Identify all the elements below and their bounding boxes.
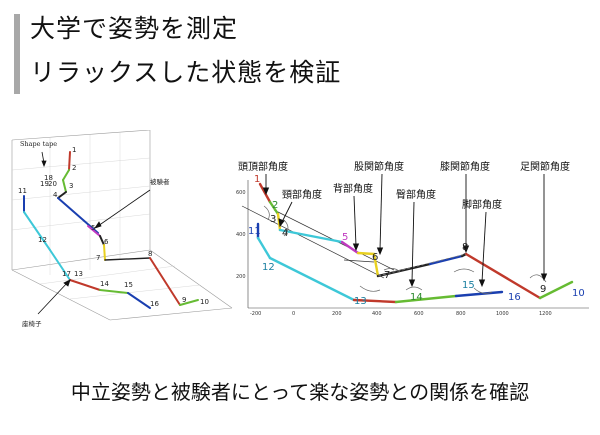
point-13: 13: [354, 296, 367, 307]
point-17: 17: [62, 270, 71, 278]
point-6: 6: [372, 252, 378, 263]
x-tick-200: 200: [332, 311, 342, 317]
label-leg-angle: 脚部角度: [462, 198, 502, 211]
point-19: 19: [40, 180, 49, 188]
point-8: 8: [462, 242, 468, 253]
point-3: 3: [69, 182, 73, 190]
label-head-top-angle: 頭頂部角度: [238, 160, 288, 173]
point-6: 6: [104, 238, 109, 246]
x-tick-0: 0: [292, 311, 295, 317]
point-8: 8: [148, 250, 152, 258]
plot-frame: [11, 130, 233, 321]
point-4: 4: [53, 191, 58, 199]
x-tick--200: -200: [250, 311, 261, 317]
point-12: 12: [262, 262, 275, 273]
slide-caption: 中立姿勢と被験者にとって楽な姿勢との関係を確認: [70, 380, 530, 404]
x-tick-800: 800: [456, 311, 466, 317]
point-20: 20: [48, 180, 57, 188]
x-tick-1000: 1000: [496, 311, 509, 317]
point-1: 1: [72, 146, 76, 154]
x-tick-1200: 1200: [539, 311, 552, 317]
point-7: 7: [96, 254, 100, 262]
point-15: 15: [462, 280, 475, 291]
label-subject: 被験者: [150, 177, 170, 186]
point-5: 5: [91, 224, 95, 232]
label-knee-joint-angle: 膝関節角度: [440, 160, 490, 173]
x-tick-600: 600: [414, 311, 424, 317]
page-title-line-1: 大学で姿勢を測定: [30, 14, 239, 43]
y-tick-600: 600: [236, 190, 246, 196]
label-buttock-angle: 臀部角度: [396, 188, 436, 201]
point-4: 4: [282, 228, 288, 239]
y-tick-400: 400: [236, 232, 246, 238]
point-18: 18: [44, 174, 53, 182]
point-16: 16: [508, 292, 521, 303]
point-9: 9: [540, 284, 546, 295]
point-13: 13: [74, 270, 83, 278]
left-3d-posture-plot: Shape tape 被験者 座椅子 1 2 3 4 5 6 7 8 9 10 …: [11, 130, 233, 328]
point-14: 14: [100, 280, 109, 288]
point-2: 2: [72, 164, 76, 172]
label-hip-joint-angle: 股関節角度: [354, 160, 404, 173]
label-chair: 座椅子: [22, 319, 42, 328]
point-14: 14: [410, 292, 423, 303]
label-neck-angle: 頸部角度: [282, 188, 322, 201]
label-back-angle: 背部角度: [333, 182, 373, 195]
point-11: 11: [248, 226, 261, 237]
label-ankle-joint-angle: 足関節角度: [520, 160, 570, 173]
x-tick-400: 400: [372, 311, 382, 317]
point-12: 12: [38, 236, 47, 244]
point-5: 5: [342, 232, 348, 243]
point-10: 10: [200, 298, 209, 306]
point-7: 7: [384, 270, 390, 281]
label-shape-tape: Shape tape: [20, 140, 57, 148]
point-10: 10: [572, 288, 585, 299]
page-title-line-2: リラックスした状態を検証: [30, 58, 342, 87]
point-2: 2: [272, 200, 278, 211]
point-16: 16: [150, 300, 159, 308]
y-tick-200: 200: [236, 274, 246, 280]
title-accent-bar: [14, 14, 20, 94]
point-15: 15: [124, 281, 133, 289]
point-3: 3: [270, 214, 276, 225]
point-11: 11: [18, 187, 27, 195]
point-9: 9: [182, 296, 186, 304]
right-angle-diagram: 600 400 200 -200 0 200 400 600 800 1000 …: [236, 160, 589, 317]
point-1: 1: [254, 174, 260, 185]
